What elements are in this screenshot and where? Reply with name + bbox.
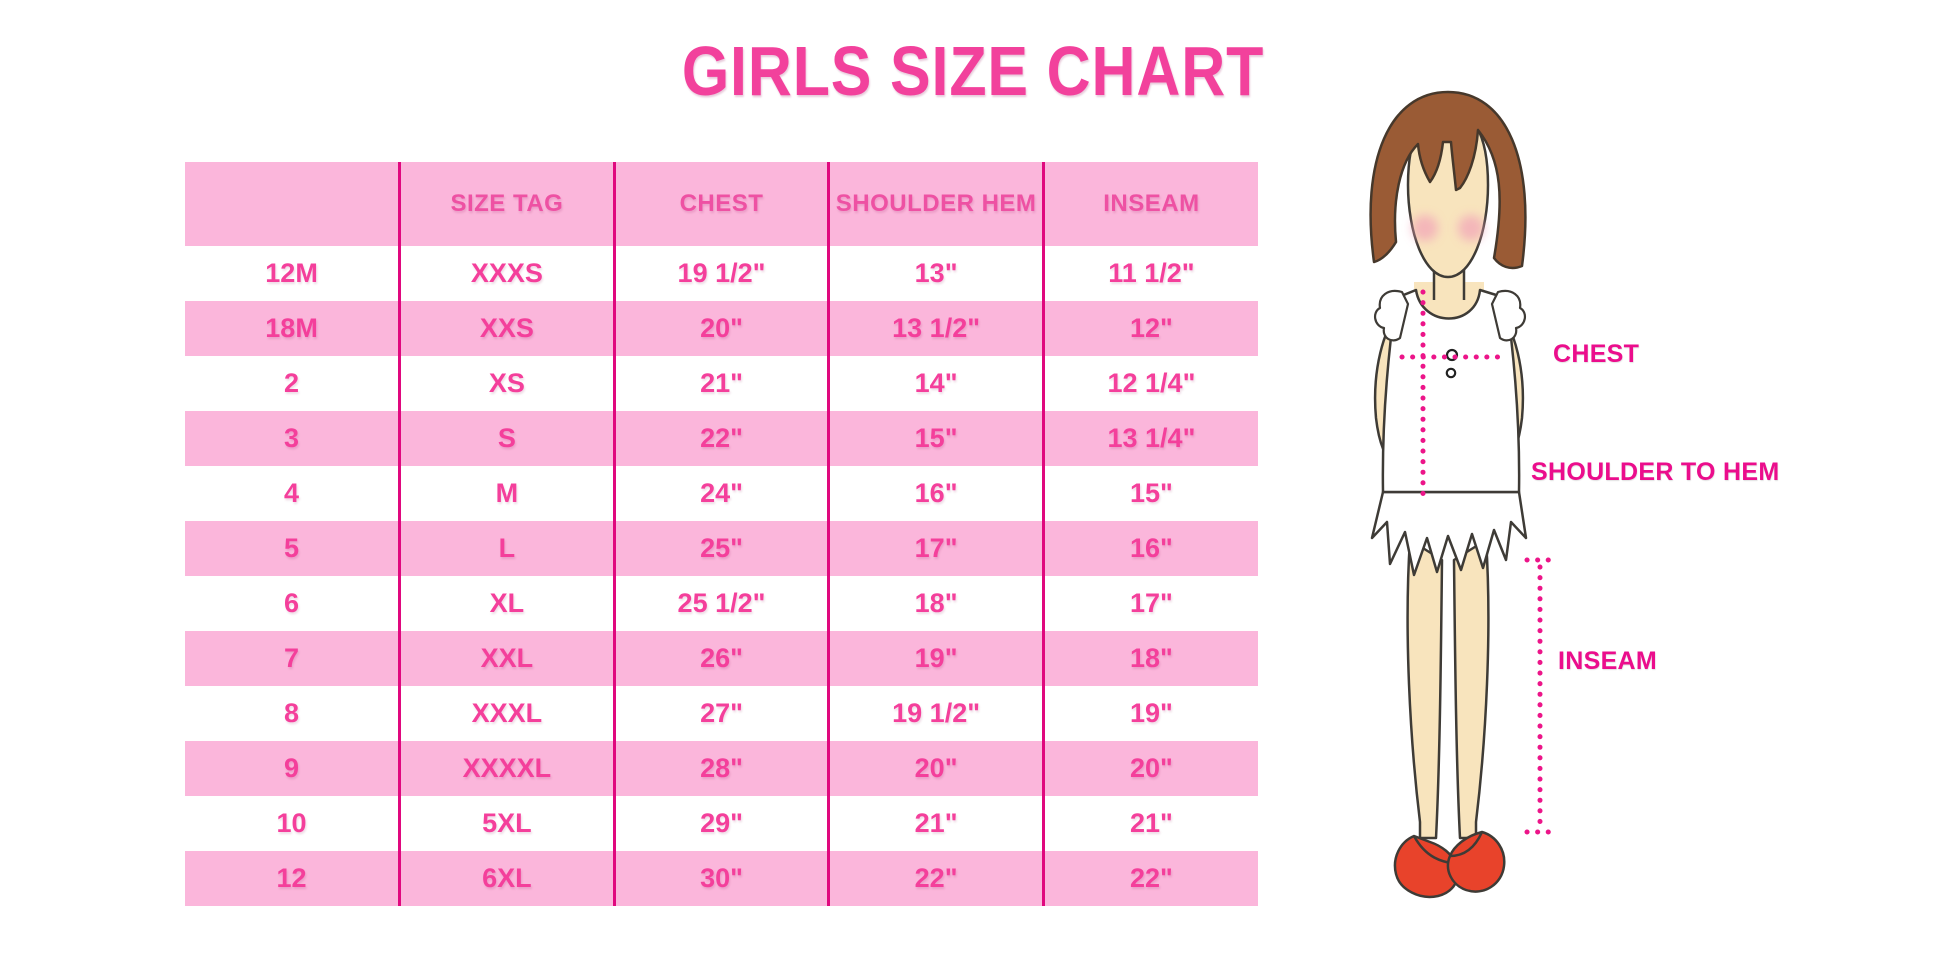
table-cell: 6XL xyxy=(398,851,615,906)
girl-hair xyxy=(1369,90,1527,270)
girl-frill-right xyxy=(1490,289,1526,342)
table-row: 4 M 24" 16" 15" xyxy=(185,466,1258,521)
table-cell: 17" xyxy=(1041,576,1258,631)
table-row: 2 XS 21" 14" 12 1/4" xyxy=(185,356,1258,411)
table-cell: 15" xyxy=(827,411,1044,466)
table-row: 5 L 25" 17" 16" xyxy=(185,521,1258,576)
table-cell: 18M xyxy=(185,301,400,356)
table-cell: 18" xyxy=(1041,631,1258,686)
table-cell: 28" xyxy=(612,741,829,796)
table-cell: 19" xyxy=(827,631,1044,686)
girl-button xyxy=(1445,367,1457,379)
girl-ruffle xyxy=(1370,490,1528,577)
table-cell: 22" xyxy=(612,411,829,466)
table-cell: 12M xyxy=(265,258,318,288)
table-cell: 6 xyxy=(284,588,300,618)
girl-neck-outline xyxy=(1432,268,1466,300)
table-cell: 7 xyxy=(185,631,400,686)
table-cell: 15" xyxy=(1041,466,1258,521)
table-row: 7 XXL 26" 19" 18" xyxy=(185,631,1258,686)
girl-frill-left xyxy=(1374,289,1410,342)
table-cell: M xyxy=(398,466,615,521)
table-cell: XS xyxy=(398,356,615,411)
table-cell: XXXL xyxy=(398,686,615,741)
table-cell: 5XL xyxy=(398,796,615,851)
girl-leg-right xyxy=(1452,538,1490,840)
table-cell: 9 xyxy=(185,741,400,796)
table-cell: 13" xyxy=(827,246,1044,301)
table-cell: XXS xyxy=(398,301,615,356)
table-cell: 8 xyxy=(284,698,300,728)
table-cell: 22" xyxy=(827,851,1044,906)
table-cell: 26" xyxy=(612,631,829,686)
table-cell: 16" xyxy=(827,466,1044,521)
girl-leg-left xyxy=(1406,538,1444,840)
table-cell: XXL xyxy=(398,631,615,686)
table-row: 12M XXXS 19 1/2" 13" 11 1/2" xyxy=(185,246,1258,301)
table-cell: 29" xyxy=(612,796,829,851)
table-cell: 13 1/2" xyxy=(827,301,1044,356)
table-cell: 25 1/2" xyxy=(612,576,829,631)
table-cell: 22" xyxy=(1041,851,1258,906)
page-title: GIRLS SIZE CHART xyxy=(681,32,1265,110)
column-header: SHOULDER HEM xyxy=(827,162,1044,246)
table-cell: 21" xyxy=(1041,796,1258,851)
table-cell: XXXS xyxy=(398,246,615,301)
table-cell: 19 1/2" xyxy=(827,686,1044,741)
girl-top xyxy=(1381,288,1521,494)
table-row: 12 6XL 30" 22" 22" xyxy=(185,851,1258,906)
table-cell: S xyxy=(398,411,615,466)
table-cell: XL xyxy=(398,576,615,631)
column-header: SIZE TAG xyxy=(398,162,615,246)
table-cell: XXXXL xyxy=(398,741,615,796)
header-row: SIZE TAG CHEST SHOULDER HEM INSEAM xyxy=(185,162,1258,246)
size-chart-table: SIZE TAG CHEST SHOULDER HEM INSEAM 12M X… xyxy=(185,162,1258,906)
table-cell: 20" xyxy=(612,301,829,356)
table-row: 8 XXXL 27" 19 1/2" 19" xyxy=(185,686,1258,741)
table-cell: L xyxy=(398,521,615,576)
table-cell: 12" xyxy=(1041,301,1258,356)
inseam-label: INSEAM xyxy=(1558,647,1658,675)
table-cell: 20" xyxy=(827,741,1044,796)
table-cell: 11 1/2" xyxy=(1041,246,1258,301)
table-cell: 18" xyxy=(827,576,1044,631)
chest-label: CHEST xyxy=(1553,340,1640,368)
column-header xyxy=(185,162,400,246)
girl-illustration xyxy=(1369,90,1557,899)
table-cell: 13 1/4" xyxy=(1041,411,1258,466)
girl-shoe-left xyxy=(1393,834,1460,899)
table-cell: 20" xyxy=(1041,741,1258,796)
table-row: 9 XXXXL 28" 20" 20" xyxy=(185,741,1258,796)
table-cell: 12 xyxy=(185,851,400,906)
table-cell: 14" xyxy=(827,356,1044,411)
table-row: 18M XXS 20" 13 1/2" 12" xyxy=(185,301,1258,356)
girl-shoe-right-strap xyxy=(1449,831,1484,858)
table-cell: 12 1/4" xyxy=(1041,356,1258,411)
table-cell: 3 xyxy=(185,411,400,466)
table-cell: 27" xyxy=(612,686,829,741)
table-cell: 16" xyxy=(1041,521,1258,576)
column-header: CHEST xyxy=(612,162,829,246)
shoulder-to-hem-label: SHOULDER TO HEM xyxy=(1531,458,1780,486)
table-cell: 5 xyxy=(185,521,400,576)
table-row: 6 XL 25 1/2" 18" 17" xyxy=(185,576,1258,631)
table-cell: 21" xyxy=(827,796,1044,851)
girl-blush-right xyxy=(1458,215,1484,241)
table-cell: 21" xyxy=(612,356,829,411)
table-cell: 10 xyxy=(276,808,307,838)
table-cell: 30" xyxy=(612,851,829,906)
column-header: INSEAM xyxy=(1041,162,1258,246)
table-cell: 24" xyxy=(612,466,829,521)
table-cell: 19" xyxy=(1041,686,1258,741)
table-cell: 4 xyxy=(284,478,300,508)
table-row: 3 S 22" 15" 13 1/4" xyxy=(185,411,1258,466)
table-cell: 17" xyxy=(827,521,1044,576)
table-row: 10 5XL 29" 21" 21" xyxy=(185,796,1258,851)
table-cell: 2 xyxy=(284,368,300,398)
table-cell: 25" xyxy=(612,521,829,576)
girl-blush-left xyxy=(1412,215,1438,241)
table-cell: 19 1/2" xyxy=(612,246,829,301)
girl-shoe-right xyxy=(1446,830,1506,893)
